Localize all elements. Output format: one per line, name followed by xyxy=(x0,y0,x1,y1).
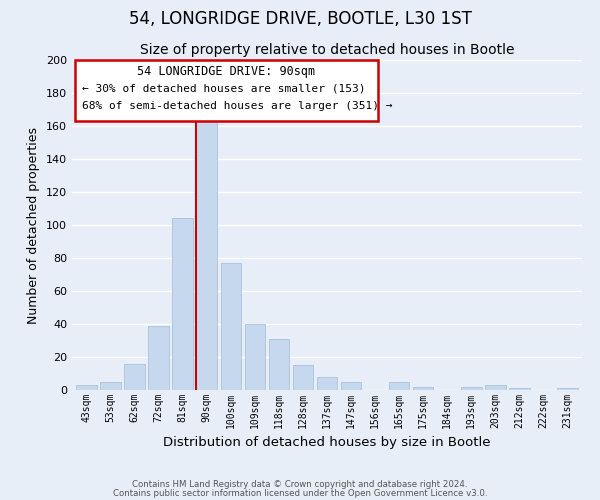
Text: 54 LONGRIDGE DRIVE: 90sqm: 54 LONGRIDGE DRIVE: 90sqm xyxy=(137,65,316,78)
Bar xyxy=(485,385,506,390)
Bar xyxy=(413,386,433,390)
FancyBboxPatch shape xyxy=(74,60,378,121)
Bar xyxy=(245,324,265,390)
Bar xyxy=(76,385,97,390)
Bar xyxy=(317,377,337,390)
Bar xyxy=(221,263,241,390)
Bar xyxy=(389,382,409,390)
Bar xyxy=(124,364,145,390)
Bar xyxy=(100,382,121,390)
Text: ← 30% of detached houses are smaller (153): ← 30% of detached houses are smaller (15… xyxy=(82,83,366,93)
Bar xyxy=(196,120,217,390)
Text: Contains HM Land Registry data © Crown copyright and database right 2024.: Contains HM Land Registry data © Crown c… xyxy=(132,480,468,489)
Bar xyxy=(269,339,289,390)
X-axis label: Distribution of detached houses by size in Bootle: Distribution of detached houses by size … xyxy=(163,436,491,450)
Bar xyxy=(509,388,530,390)
Bar xyxy=(341,382,361,390)
Bar xyxy=(557,388,578,390)
Text: 68% of semi-detached houses are larger (351) →: 68% of semi-detached houses are larger (… xyxy=(82,101,392,112)
Text: Contains public sector information licensed under the Open Government Licence v3: Contains public sector information licen… xyxy=(113,488,487,498)
Y-axis label: Number of detached properties: Number of detached properties xyxy=(28,126,40,324)
Bar xyxy=(148,326,169,390)
Text: 54, LONGRIDGE DRIVE, BOOTLE, L30 1ST: 54, LONGRIDGE DRIVE, BOOTLE, L30 1ST xyxy=(128,10,472,28)
Bar xyxy=(293,365,313,390)
Bar xyxy=(461,386,482,390)
Title: Size of property relative to detached houses in Bootle: Size of property relative to detached ho… xyxy=(140,44,514,58)
Bar xyxy=(172,218,193,390)
